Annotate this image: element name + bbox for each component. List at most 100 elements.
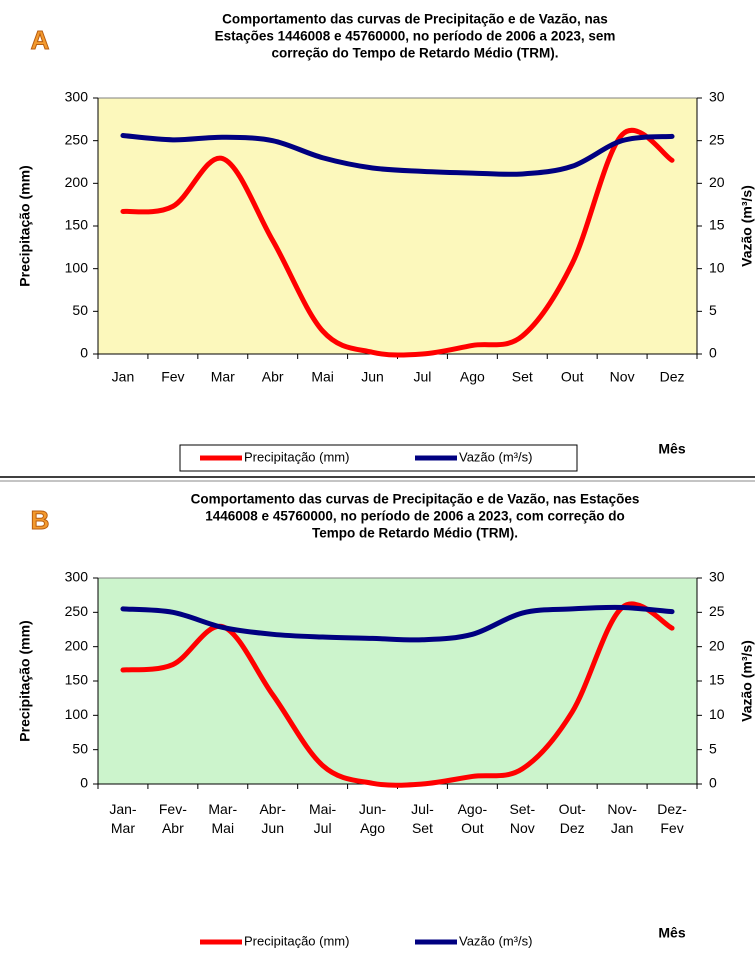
x-tick-label: Set- Nov [509, 801, 535, 836]
y-tick-label: 300 [65, 89, 89, 105]
x-axis-title: Mês [658, 441, 685, 457]
x-tick-label: Ago- Out [458, 801, 488, 836]
x-tick-label-line: Ago [360, 820, 385, 836]
x-tick-label-line: Fev- [159, 801, 187, 817]
x-tick-label-line: Set- [509, 801, 535, 817]
x-tick-label-line: Abr [162, 820, 184, 836]
x-tick-label: Ago [460, 369, 485, 385]
x-tick-label-line: Jan [611, 820, 634, 836]
y-tick-label: 100 [65, 706, 89, 722]
y2-tick-label: 5 [709, 302, 717, 318]
x-tick-label: Fev [161, 369, 184, 385]
x-tick-label-line: Mar [111, 820, 135, 836]
y2-tick-label: 15 [709, 217, 725, 233]
y-axis-title: Precipitação (mm) [17, 620, 33, 741]
x-tick-label: Jun [361, 369, 384, 385]
x-tick-label: Out- Dez [559, 801, 587, 836]
x-tick-label-line: Fev [660, 820, 683, 836]
y2-tick-label: 25 [709, 603, 725, 619]
chart-title: Comportamento das curvas de Precipitação… [222, 12, 608, 27]
x-tick-label: Dez [660, 369, 685, 385]
legend-label: Vazão (m³/s) [459, 449, 532, 464]
x-tick-label: Mai- Jul [309, 801, 337, 836]
panel-label: B [31, 505, 50, 535]
y-tick-label: 200 [65, 174, 89, 190]
y2-tick-label: 25 [709, 131, 725, 147]
x-tick-label: Mar- Mai [208, 801, 237, 836]
legend-label: Vazão (m³/s) [459, 933, 532, 948]
x-tick-label: Out [561, 369, 584, 385]
y2-tick-label: 30 [709, 569, 725, 585]
y-tick-label: 200 [65, 637, 89, 653]
x-tick-label: Dez- Fev [657, 801, 687, 836]
x-axis-title: Mês [658, 925, 685, 941]
x-tick-label-line: Set [412, 820, 433, 836]
y-tick-label: 100 [65, 259, 89, 275]
y2-tick-label: 5 [709, 740, 717, 756]
x-tick-label: Jan- Mar [109, 801, 137, 836]
x-tick-label: Abr [262, 369, 284, 385]
y-tick-label: 50 [72, 302, 88, 318]
x-tick-label: Mar [211, 369, 235, 385]
y-tick-label: 50 [72, 740, 88, 756]
x-tick-label: Jun- Ago [359, 801, 387, 836]
chart-title: Comportamento das curvas de Precipitação… [191, 492, 640, 507]
x-tick-label-line: Abr- [259, 801, 286, 817]
y2-tick-label: 10 [709, 259, 725, 275]
legend-label: Precipitação (mm) [244, 449, 349, 464]
legend-box [179, 444, 578, 472]
x-tick-label: Nov- Jan [607, 801, 637, 836]
chart-title: 1446008 e 45760000, no período de 2006 a… [205, 509, 625, 524]
y-tick-label: 0 [80, 345, 88, 361]
x-tick-label-line: Out [461, 820, 484, 836]
x-tick-label-line: Dez [560, 820, 585, 836]
y-tick-label: 0 [80, 775, 88, 791]
y2-tick-label: 20 [709, 637, 725, 653]
x-tick-label: Fev- Abr [159, 801, 187, 836]
data-line [120, 604, 675, 643]
x-tick-label-line: Jun- [359, 801, 387, 817]
x-tick-label: Nov [610, 369, 635, 385]
x-tick-label: Abr- Jun [259, 801, 286, 836]
y-tick-label: 300 [65, 569, 89, 585]
y2-axis-title: Vazão (m³/s) [739, 640, 755, 722]
x-tick-label-line: Jun [261, 820, 284, 836]
plot-area [97, 97, 698, 355]
plot-area [97, 577, 698, 785]
x-tick-label: Set [512, 369, 533, 385]
x-tick-label-line: Out- [559, 801, 587, 817]
y-tick-label: 150 [65, 672, 89, 688]
x-tick-label: Mai [311, 369, 334, 385]
y2-tick-label: 0 [709, 345, 717, 361]
x-tick-label-line: Mai- [309, 801, 337, 817]
chart-title: Tempo de Retardo Médio (TRM). [312, 526, 518, 541]
y2-axis-title: Vazão (m³/s) [739, 185, 755, 267]
x-tick-label-line: Ago- [458, 801, 488, 817]
y2-tick-label: 20 [709, 174, 725, 190]
x-tick-label: Jul [414, 369, 432, 385]
legend-label: Precipitação (mm) [244, 933, 349, 948]
x-tick-label-line: Mai [212, 820, 235, 836]
y-tick-label: 250 [65, 603, 89, 619]
x-tick-label-line: Dez- [657, 801, 687, 817]
chart-title: Estações 1446008 e 45760000, no período … [215, 29, 616, 44]
x-tick-label: Jan [112, 369, 135, 385]
x-tick-label-line: Jul [314, 820, 332, 836]
x-tick-label-line: Jan- [109, 801, 137, 817]
y2-tick-label: 10 [709, 706, 725, 722]
x-tick-label-line: Jul- [411, 801, 434, 817]
y-tick-label: 150 [65, 217, 89, 233]
x-tick-label-line: Nov- [607, 801, 637, 817]
x-tick-label-line: Nov [510, 820, 535, 836]
panel-label: A [31, 25, 50, 55]
chart-title: correção do Tempo de Retardo Médio (TRM)… [271, 46, 558, 61]
y-tick-label: 250 [65, 131, 89, 147]
y2-tick-label: 0 [709, 775, 717, 791]
data-line [120, 133, 675, 177]
x-tick-label: Jul- Set [411, 801, 434, 836]
y2-tick-label: 15 [709, 672, 725, 688]
y2-tick-label: 30 [709, 89, 725, 105]
x-tick-label-line: Mar- [208, 801, 237, 817]
data-line [120, 127, 675, 358]
